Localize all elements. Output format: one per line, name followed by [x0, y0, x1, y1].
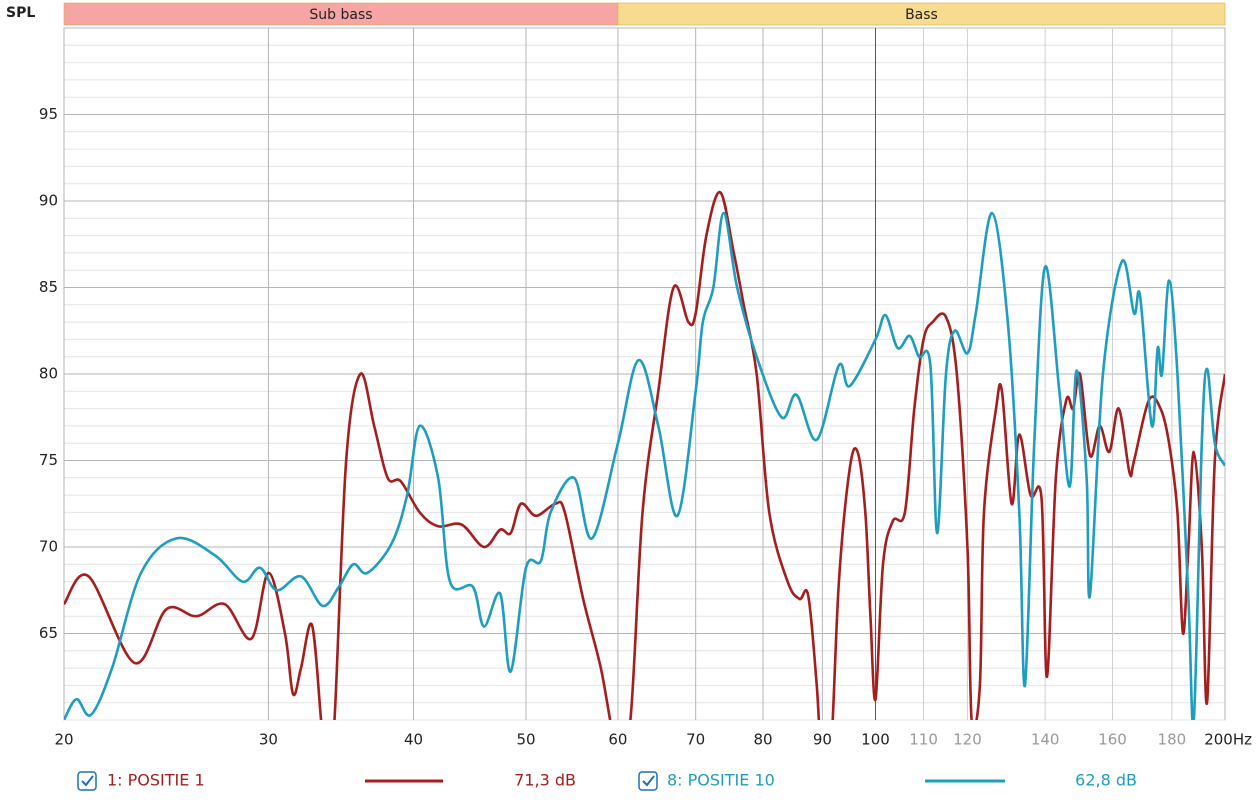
y-tick-label: 75 [39, 451, 58, 469]
x-tick-label: 30 [259, 731, 278, 749]
x-minor-tick-label: 140 [1031, 731, 1060, 749]
x-tick-label: 200Hz [1204, 731, 1252, 749]
legend-level: 71,3 dB [514, 771, 576, 790]
checkbox-box [77, 771, 97, 791]
x-tick-label: 50 [516, 731, 535, 749]
x-tick-label: 90 [813, 731, 832, 749]
y-tick-label: 70 [39, 538, 58, 556]
legend-checkbox[interactable] [638, 771, 658, 791]
checkbox-check [642, 775, 655, 787]
legend-checkbox[interactable] [77, 771, 97, 791]
grid [63, 28, 1226, 721]
x-tick-label: 40 [404, 731, 423, 749]
series-line [64, 191, 1225, 720]
y-tick-label: 95 [39, 105, 58, 123]
y-tick-label: 90 [39, 192, 58, 210]
x-tick-label: 70 [686, 731, 705, 749]
x-minor-tick-label: 120 [953, 731, 982, 749]
y-tick-label: 65 [39, 624, 58, 642]
lines [64, 191, 1225, 720]
y-tick-label: 85 [39, 278, 58, 296]
x-tick-label: 80 [753, 731, 772, 749]
legend-name: 8: POSITIE 10 [667, 771, 775, 790]
x-minor-tick-label: 180 [1158, 731, 1187, 749]
band-label: Sub bass [309, 7, 372, 23]
x-minor-tick-label: 160 [1098, 731, 1127, 749]
x-tick-label: 20 [54, 731, 73, 749]
legend-level: 62,8 dB [1075, 771, 1137, 790]
band-label: Bass [905, 7, 938, 23]
y-axis-label: SPL [6, 5, 35, 21]
y-tick-label: 80 [39, 365, 58, 383]
legend-name: 1: POSITIE 1 [107, 771, 205, 790]
x-minor-tick-label: 110 [909, 731, 938, 749]
checkbox-box [638, 771, 658, 791]
x-tick-label: 60 [608, 731, 627, 749]
band [617, 2, 1226, 26]
series-line [64, 211, 1225, 720]
x-tick-label: 100 [861, 731, 890, 749]
checkbox-check [81, 775, 94, 787]
